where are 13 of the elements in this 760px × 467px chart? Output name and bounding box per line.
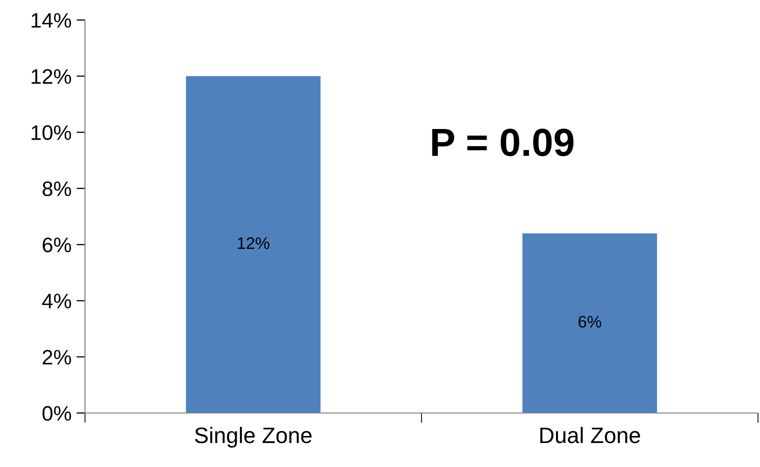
data-label: 6%	[578, 316, 602, 328]
y-tick-label: 12%	[32, 69, 72, 84]
y-tick-label: 4%	[42, 294, 72, 308]
y-tick-label: 14%	[32, 13, 72, 28]
x-tick-label: Single Zone	[194, 426, 312, 448]
y-tick-label: 10%	[32, 125, 72, 140]
y-tick-label: 6%	[42, 238, 72, 252]
y-tick-label: 8%	[42, 181, 72, 196]
y-tick-label: 2%	[42, 350, 72, 365]
data-label: 12%	[238, 237, 270, 249]
x-tick-label: Dual Zone	[540, 426, 640, 444]
annotation: P = 0.09	[432, 128, 574, 156]
y-tick-label: 0%	[42, 406, 72, 421]
